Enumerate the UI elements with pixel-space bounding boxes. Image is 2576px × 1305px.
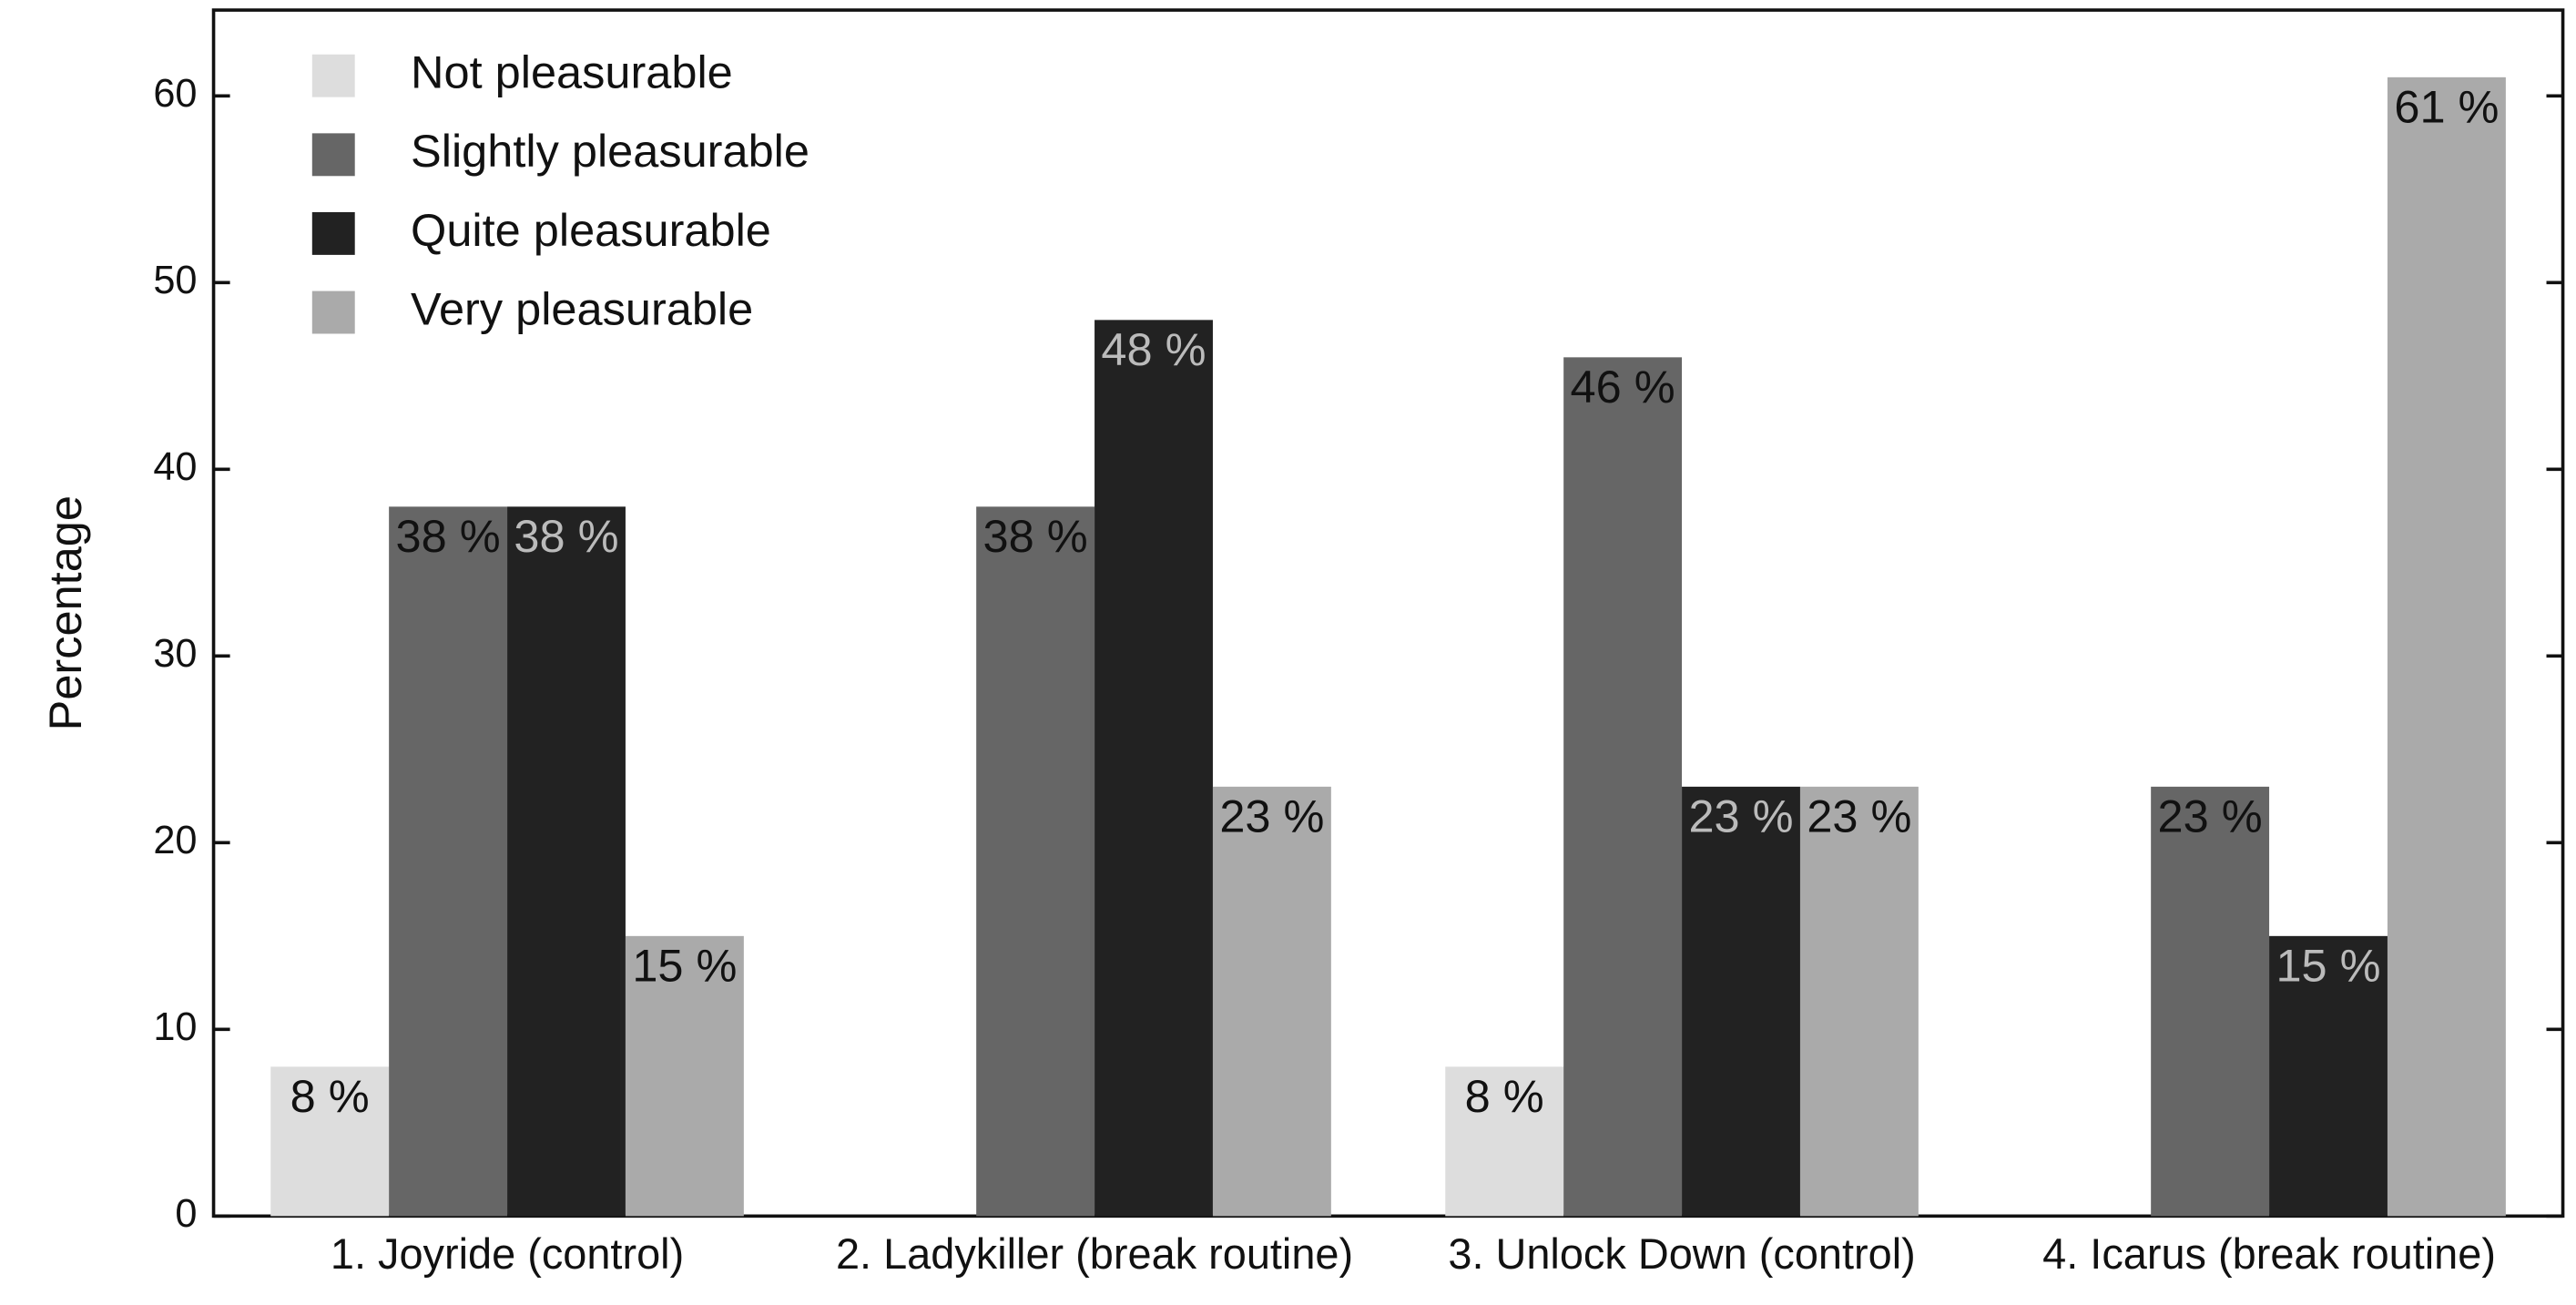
value-label: 38 %	[396, 510, 501, 562]
x-tick-label: 2. Ladykiller (break routine)	[836, 1230, 1353, 1278]
value-label: 23 %	[1219, 790, 1324, 841]
value-label: 23 %	[1688, 790, 1793, 841]
value-label: 8 %	[290, 1070, 370, 1122]
bar	[2387, 76, 2506, 1217]
legend-label: Very pleasurable	[411, 282, 753, 334]
x-tick-label: 4. Icarus (break routine)	[2042, 1230, 2496, 1278]
legend-swatch	[311, 54, 355, 97]
bar	[389, 506, 508, 1217]
bar	[1563, 357, 1683, 1217]
legend-label: Quite pleasurable	[411, 204, 771, 256]
x-tick-label: 1. Joyride (control)	[331, 1230, 684, 1278]
bar	[1682, 786, 1800, 1217]
legend-swatch	[311, 291, 355, 334]
y-tick-label: 50	[153, 259, 197, 302]
legend-swatch	[311, 211, 355, 255]
bar	[1212, 786, 1331, 1217]
bar	[625, 935, 744, 1217]
value-label: 48 %	[1101, 323, 1206, 375]
value-label: 23 %	[2158, 790, 2263, 841]
y-tick-label: 0	[175, 1192, 197, 1236]
bar	[1799, 786, 1919, 1217]
bar	[976, 506, 1095, 1217]
bar	[2151, 786, 2270, 1217]
y-tick-label: 60	[153, 72, 197, 116]
value-label: 61 %	[2394, 80, 2499, 132]
legend-label: Slightly pleasurable	[411, 125, 809, 177]
bar	[1095, 320, 1213, 1217]
legend-label: Not pleasurable	[411, 46, 733, 98]
bar	[1445, 1066, 1564, 1217]
bar	[507, 506, 626, 1217]
y-axis-label: Percentage	[39, 495, 91, 730]
legend-swatch	[311, 133, 355, 177]
plot-frame	[211, 8, 2565, 1218]
bar	[2269, 935, 2388, 1217]
bar	[270, 1066, 390, 1217]
value-label: 8 %	[1465, 1070, 1544, 1122]
value-label: 23 %	[1807, 790, 1911, 841]
value-label: 15 %	[2276, 939, 2380, 991]
x-tick-label: 3. Unlock Down (control)	[1448, 1230, 1915, 1278]
y-tick-label: 30	[153, 632, 197, 676]
y-tick-label: 20	[153, 819, 197, 862]
y-tick-label: 10	[153, 1005, 197, 1049]
value-label: 38 %	[514, 510, 618, 562]
value-label: 38 %	[983, 510, 1088, 562]
y-tick-label: 40	[153, 445, 197, 489]
value-label: 15 %	[632, 939, 737, 991]
value-label: 46 %	[1571, 361, 1675, 413]
